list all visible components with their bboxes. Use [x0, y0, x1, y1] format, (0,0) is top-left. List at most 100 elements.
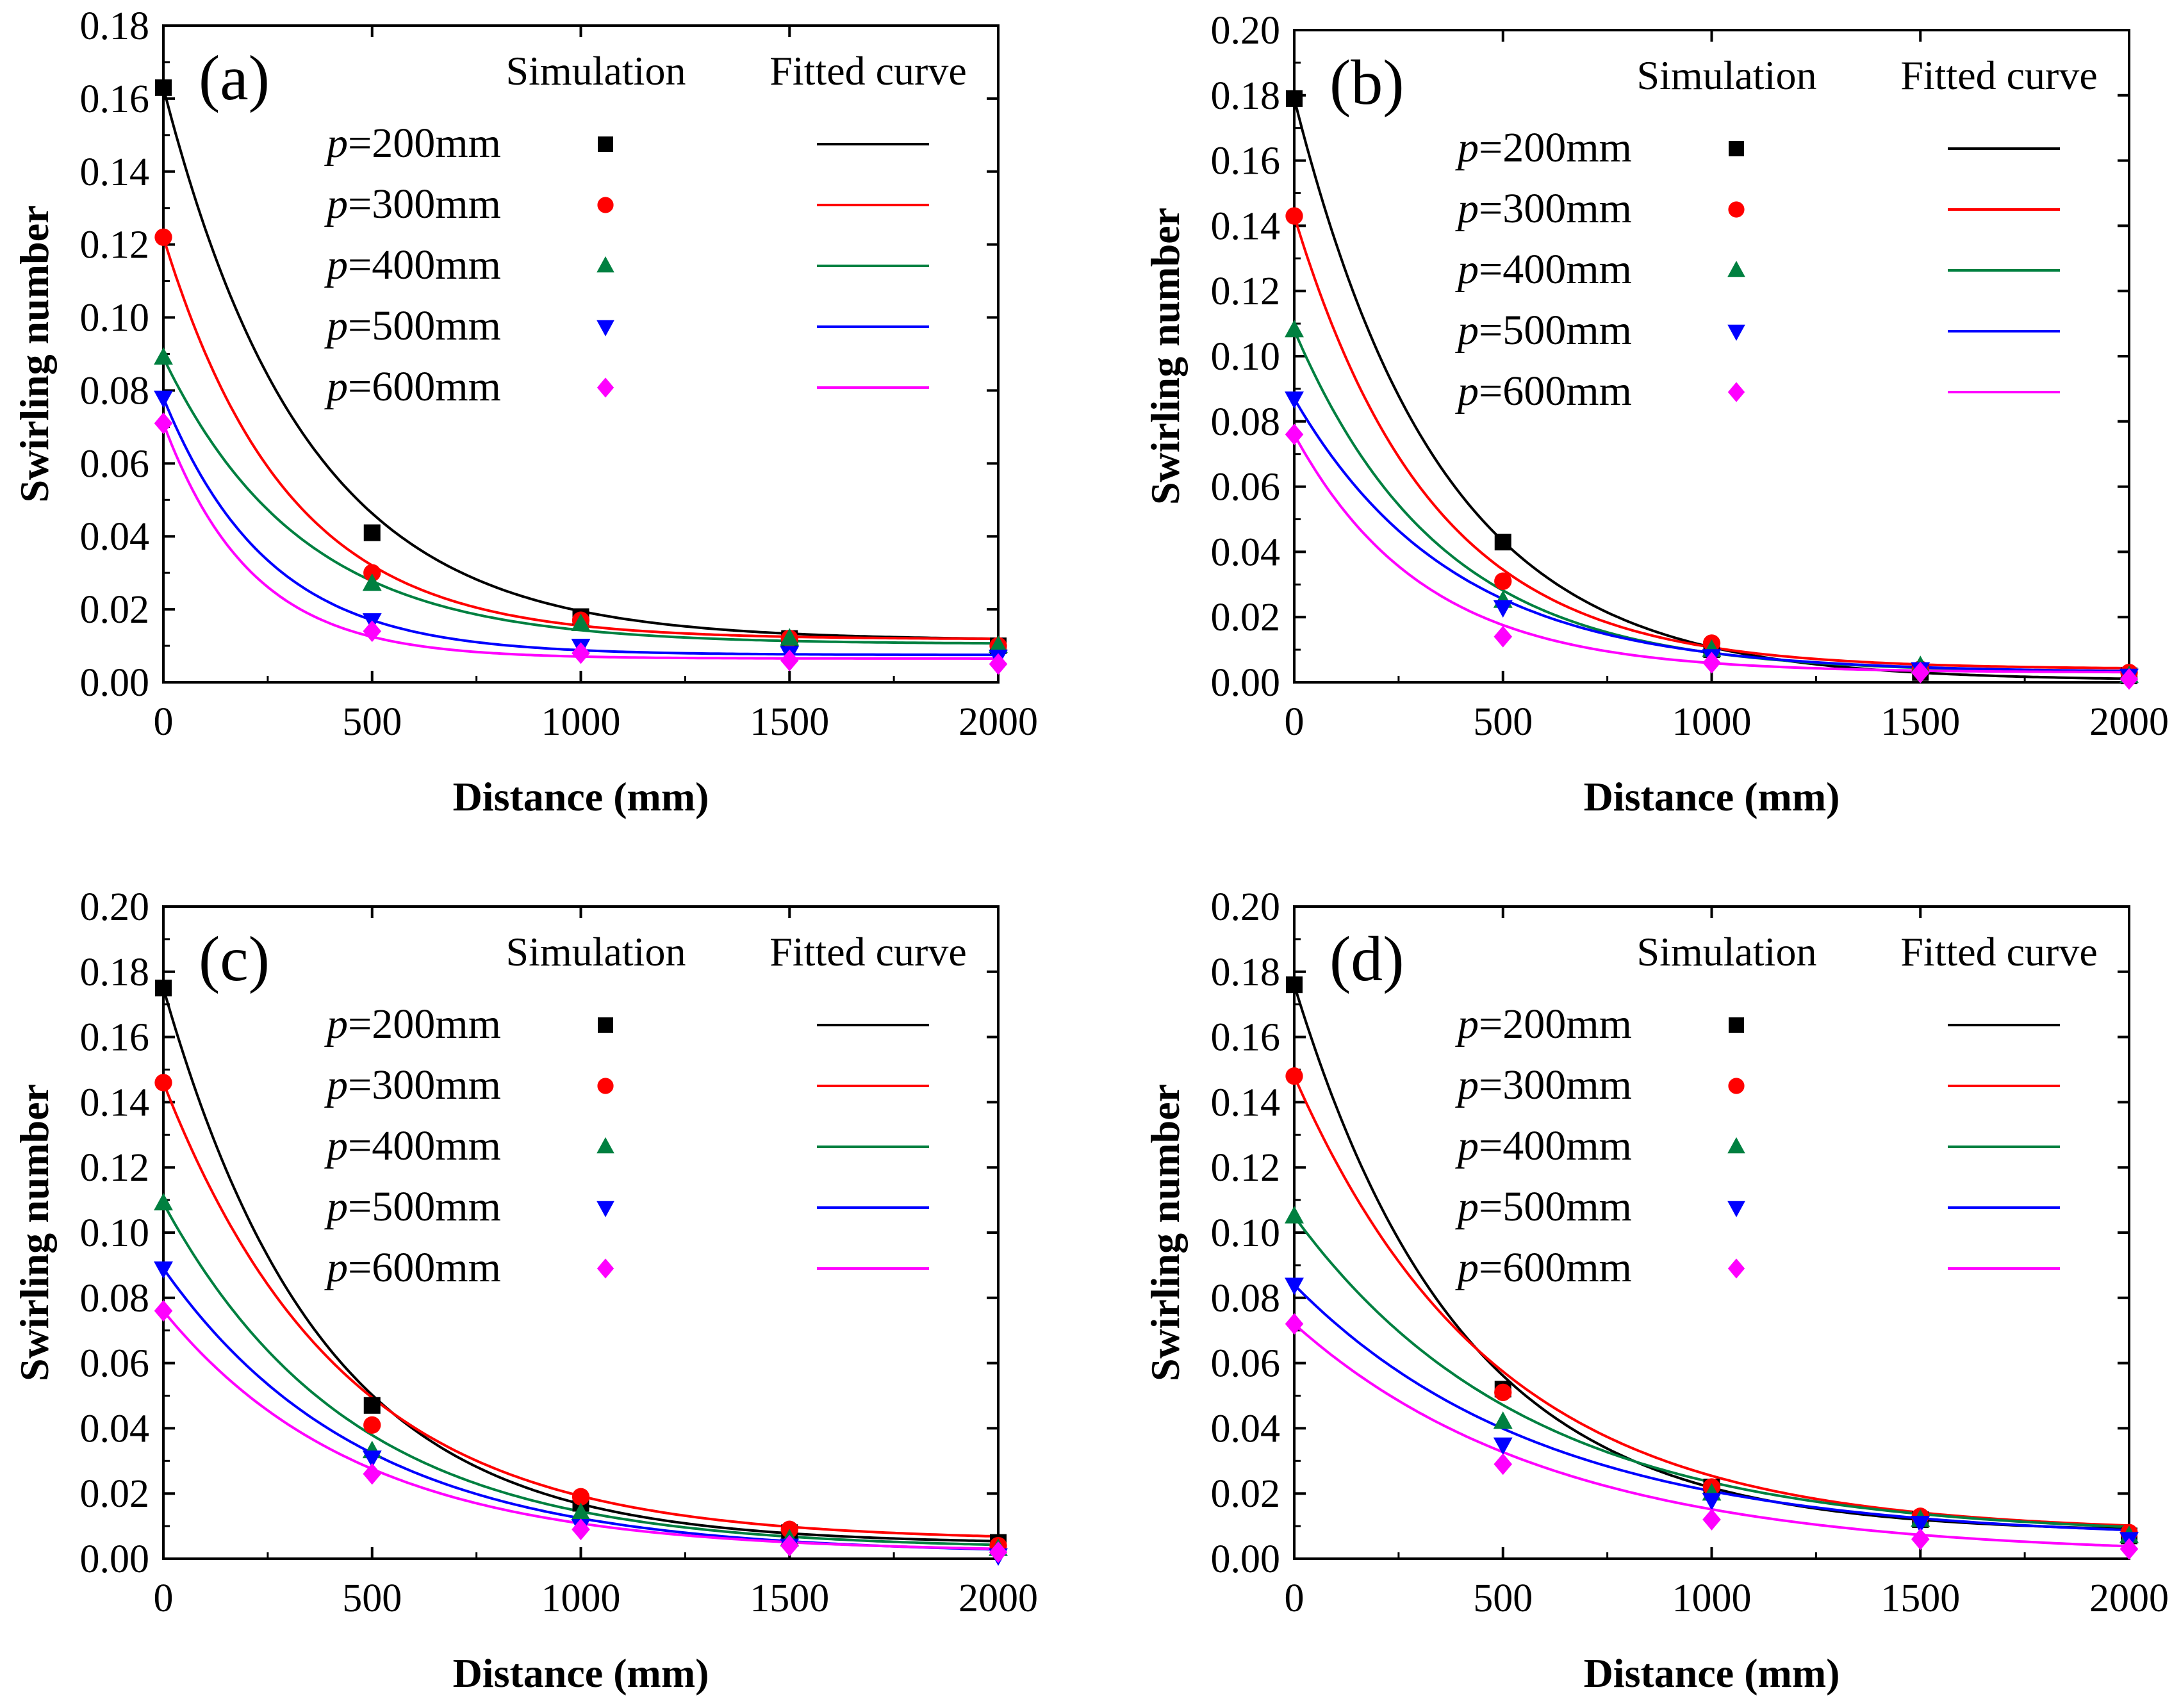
x-tick-label: 1500: [750, 1577, 829, 1620]
chart-panel: 0.00 0.02 0.04 0.06 0.08 0.10 0.12 0.14 0.16 0.18…: [1142, 9, 2169, 819]
y-tick-label: 0.10: [80, 297, 150, 340]
data-point-marker: [154, 1300, 173, 1322]
legend-entry-value: =500mm: [348, 1183, 501, 1230]
legend-entry-value: =600mm: [1479, 1244, 1632, 1291]
y-axis-title: Swirling number: [1142, 208, 1188, 505]
legend-marker: [1727, 1137, 1745, 1154]
data-point-marker: [1285, 1277, 1304, 1295]
legend-marker: [1729, 1017, 1744, 1033]
y-tick-label: 0.04: [80, 515, 150, 559]
legend-header-fitted: Fitted curve: [770, 48, 966, 94]
y-tick-label: 0.00: [80, 661, 150, 705]
data-point-marker: [989, 635, 1008, 653]
x-tick-label: 1500: [1881, 1577, 1960, 1620]
data-point-marker: [1493, 600, 1513, 618]
fitted-curve-line: [1293, 1075, 2130, 1527]
legend-header-simulation: Simulation: [506, 929, 686, 974]
y-tick-label: 0.16: [1211, 140, 1281, 183]
legend-marker: [598, 1017, 613, 1033]
y-tick-label: 0.00: [80, 1538, 150, 1581]
legend-entry-value: =400mm: [1479, 246, 1632, 293]
x-tick-label: 1500: [750, 700, 829, 744]
chart-panel: 0.00 0.02 0.04 0.06 0.08 0.10 0.12 0.14 0.16 0.18…: [12, 4, 1038, 819]
y-tick-label: 0.00: [1211, 661, 1281, 705]
legend-entry-value: =500mm: [1479, 307, 1632, 354]
y-tick-label: 0.12: [80, 1146, 150, 1190]
data-point-marker: [1494, 1383, 1512, 1402]
legend-entry-value: =400mm: [348, 242, 501, 288]
legend-entry-value: =600mm: [1479, 368, 1632, 415]
legend-entry-symbol: p: [324, 1122, 348, 1169]
y-tick-label: 0.00: [1211, 1538, 1281, 1581]
y-axis-title: Swirling number: [1142, 1084, 1188, 1381]
data-point-marker: [154, 1261, 173, 1279]
data-point-marker: [780, 628, 800, 646]
y-tick-label: 0.18: [1211, 74, 1281, 118]
data-point-marker: [154, 228, 172, 246]
legend-marker: [1727, 382, 1745, 402]
fitted-curve-line: [162, 357, 999, 645]
y-tick-label: 0.12: [1211, 270, 1281, 313]
x-tick-label: 0: [154, 1577, 174, 1620]
data-point-marker: [1285, 1067, 1303, 1085]
legend-entry-label: p=400mm: [324, 1122, 501, 1169]
fitted-curve-line: [1293, 398, 2129, 673]
data-point-marker: [154, 1192, 173, 1211]
legend-marker: [597, 377, 614, 398]
panel-label: (a): [199, 42, 270, 113]
legend-entry-label: p=500mm: [1455, 1183, 1632, 1230]
x-axis-title: Distance (mm): [453, 1650, 709, 1696]
y-tick-label: 0.18: [80, 4, 150, 48]
data-point-marker: [1911, 1515, 1930, 1534]
legend-entry-label: p=300mm: [1455, 185, 1632, 232]
data-point-marker: [572, 1488, 590, 1506]
legend-marker: [1727, 1258, 1745, 1279]
y-axis-title: Swirling number: [12, 205, 57, 502]
y-tick-label: 0.14: [80, 1081, 150, 1124]
x-axis-title: Distance (mm): [1584, 1650, 1840, 1696]
legend-header-simulation: Simulation: [1637, 53, 1817, 98]
legend-entry-value: =500mm: [1479, 1183, 1632, 1230]
legend-entry-label: p=500mm: [1455, 307, 1632, 354]
y-tick-label: 0.08: [80, 369, 150, 413]
data-point-marker: [780, 649, 799, 671]
y-tick-label: 0.16: [80, 78, 150, 121]
legend-entry-label: p=200mm: [1455, 124, 1632, 171]
legend-entry-value: =300mm: [348, 181, 501, 227]
data-point-marker: [572, 642, 590, 664]
fitted-curve-line: [1293, 984, 2130, 1531]
legend-marker: [597, 1258, 614, 1279]
x-tick-label: 1000: [1672, 1577, 1752, 1620]
legend-marker: [597, 1137, 614, 1154]
legend-entry-label: p=400mm: [1455, 246, 1632, 293]
legend-header-fitted: Fitted curve: [1900, 929, 2097, 974]
legend-marker: [1727, 261, 1745, 277]
legend-entry-symbol: p: [1455, 185, 1479, 232]
legend-entry-value: =600mm: [348, 1244, 501, 1291]
y-tick-label: 0.20: [1211, 885, 1281, 929]
y-tick-label: 0.08: [80, 1277, 150, 1320]
data-point-marker: [154, 412, 173, 434]
legend-entry-value: =300mm: [1479, 1062, 1632, 1108]
data-point-marker: [155, 980, 172, 997]
y-tick-label: 0.18: [1211, 951, 1281, 994]
data-point-marker: [2119, 668, 2139, 690]
legend-entry-label: p=500mm: [324, 302, 501, 349]
y-tick-label: 0.02: [80, 588, 150, 632]
legend-entry-label: p=500mm: [324, 1183, 501, 1230]
data-point-marker: [989, 653, 1008, 675]
y-tick-label: 0.10: [1211, 1211, 1281, 1255]
y-tick-label: 0.16: [1211, 1016, 1281, 1060]
x-tick-label: 1500: [1881, 700, 1960, 744]
y-tick-label: 0.04: [80, 1407, 150, 1450]
legend-entry-symbol: p: [1455, 1062, 1479, 1108]
y-tick-label: 0.02: [80, 1472, 150, 1516]
data-point-marker: [362, 1450, 382, 1468]
legend-marker: [1728, 1078, 1745, 1094]
y-tick-label: 0.16: [80, 1016, 150, 1060]
data-point-marker: [571, 613, 591, 631]
legend-entry-value: =500mm: [348, 302, 501, 349]
legend-entry-value: =200mm: [348, 120, 501, 167]
legend-marker: [1727, 324, 1745, 341]
